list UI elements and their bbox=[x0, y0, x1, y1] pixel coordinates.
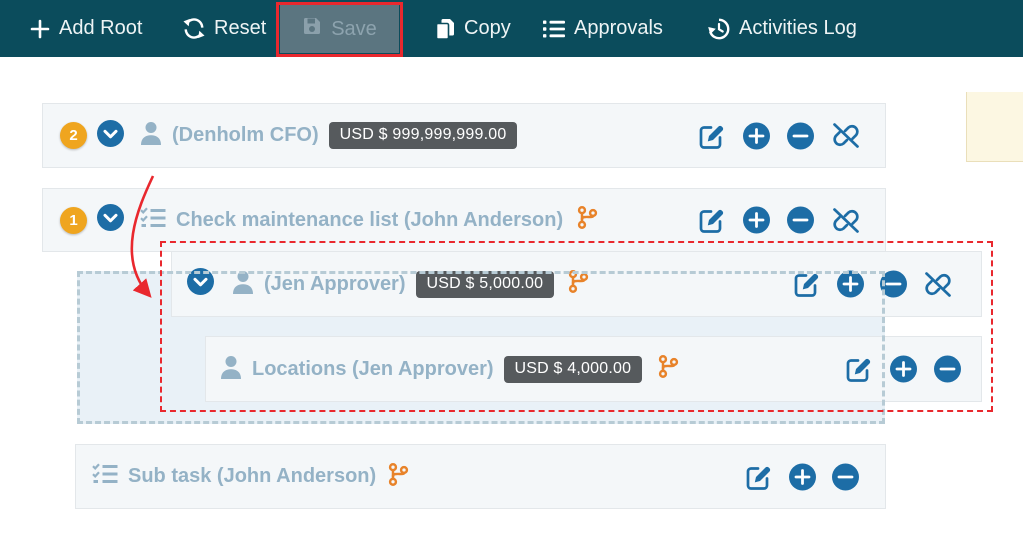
tree-node-denholm-cfo[interactable]: 2 (Denholm CFO) USD $ 999,999,999.00 bbox=[42, 103, 886, 168]
unlink-icon[interactable] bbox=[923, 271, 953, 297]
add-root-label: Add Root bbox=[59, 17, 143, 39]
branch-icon bbox=[388, 462, 409, 491]
save-icon bbox=[302, 16, 322, 42]
unlink-icon[interactable] bbox=[831, 123, 861, 149]
order-badge: 2 bbox=[60, 122, 87, 149]
minus-circle-icon[interactable] bbox=[787, 206, 814, 234]
node-name: Check maintenance list (John Anderson) bbox=[176, 208, 564, 231]
edit-icon[interactable] bbox=[794, 271, 821, 298]
reset-label: Reset bbox=[214, 17, 267, 39]
history-icon bbox=[708, 18, 730, 40]
user-icon bbox=[140, 121, 162, 150]
activities-log-button[interactable]: Activities Log bbox=[708, 0, 857, 57]
tree-node-jen-approver[interactable]: (Jen Approver) USD $ 5,000.00 bbox=[171, 251, 982, 317]
edit-icon[interactable] bbox=[699, 207, 726, 234]
order-badge: 1 bbox=[60, 206, 87, 234]
activities-log-label: Activities Log bbox=[739, 17, 857, 39]
node-name: Sub task (John Anderson) bbox=[128, 465, 377, 487]
plus-circle-icon[interactable] bbox=[890, 355, 917, 383]
edit-icon[interactable] bbox=[699, 122, 726, 149]
minus-circle-icon[interactable] bbox=[787, 122, 814, 149]
list-icon bbox=[543, 20, 565, 38]
copy-icon bbox=[435, 18, 455, 40]
copy-label: Copy bbox=[464, 17, 511, 39]
tree-node-check-maintenance-list[interactable]: 1 Check maintenance list (John Anderson) bbox=[42, 188, 886, 252]
approvals-button[interactable]: Approvals bbox=[543, 0, 663, 57]
branch-icon bbox=[577, 206, 598, 234]
minus-circle-icon[interactable] bbox=[880, 270, 907, 298]
reset-button[interactable]: Reset bbox=[183, 0, 266, 57]
toolbar: Add Root Reset Save bbox=[0, 0, 1023, 57]
edit-icon[interactable] bbox=[846, 356, 873, 383]
tree-node-locations-jen-approver[interactable]: Locations (Jen Approver) USD $ 4,000.00 bbox=[205, 336, 982, 402]
chevron-down-icon[interactable] bbox=[187, 268, 214, 300]
plus-circle-icon[interactable] bbox=[743, 122, 770, 149]
minus-circle-icon[interactable] bbox=[934, 355, 961, 383]
amount-badge: USD $ 4,000.00 bbox=[503, 355, 643, 383]
chevron-down-icon[interactable] bbox=[97, 204, 124, 236]
tree-node-sub-task[interactable]: Sub task (John Anderson) bbox=[75, 444, 886, 509]
plus-circle-icon[interactable] bbox=[837, 270, 864, 298]
save-button[interactable]: Save bbox=[280, 5, 399, 53]
plus-circle-icon[interactable] bbox=[789, 463, 816, 490]
branch-icon bbox=[568, 270, 589, 298]
unlink-icon[interactable] bbox=[831, 207, 861, 233]
node-name: (Denholm CFO) bbox=[172, 124, 319, 146]
highlight-panel-fragment bbox=[966, 92, 1023, 162]
sync-icon bbox=[183, 18, 205, 39]
node-name: (Jen Approver) bbox=[264, 272, 406, 295]
plus-icon bbox=[30, 19, 50, 39]
node-name: Locations (Jen Approver) bbox=[252, 357, 494, 380]
edit-icon[interactable] bbox=[746, 463, 773, 490]
plus-circle-icon[interactable] bbox=[743, 206, 770, 234]
tasks-icon bbox=[92, 463, 118, 490]
minus-circle-icon[interactable] bbox=[832, 463, 859, 490]
copy-button[interactable]: Copy bbox=[435, 0, 511, 57]
user-icon bbox=[220, 355, 242, 384]
branch-icon bbox=[658, 355, 679, 383]
user-icon bbox=[232, 270, 254, 299]
amount-badge: USD $ 999,999,999.00 bbox=[328, 122, 518, 149]
save-label: Save bbox=[331, 17, 377, 40]
add-root-button[interactable]: Add Root bbox=[30, 0, 142, 57]
approvals-label: Approvals bbox=[574, 17, 663, 39]
amount-badge: USD $ 5,000.00 bbox=[415, 270, 555, 298]
tasks-icon bbox=[140, 206, 166, 234]
chevron-down-icon[interactable] bbox=[97, 119, 124, 152]
